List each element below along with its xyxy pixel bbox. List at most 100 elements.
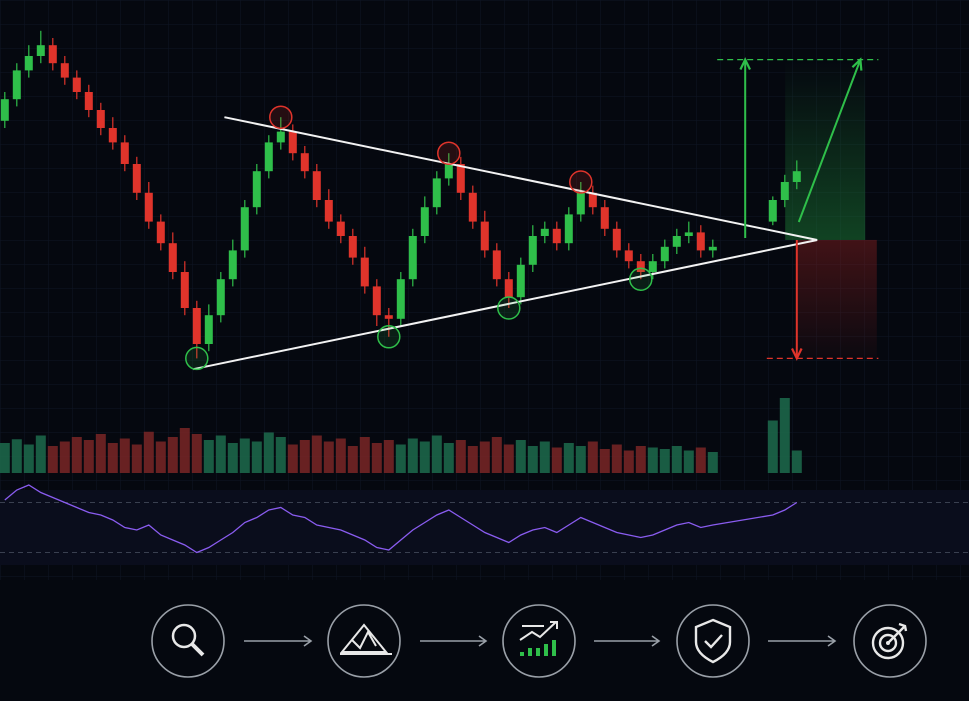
volume-bar: [275, 437, 286, 473]
candle-body: [84, 92, 93, 110]
volume-bar: [191, 434, 202, 473]
candle-body: [432, 178, 441, 208]
candle-body: [324, 200, 333, 222]
candle-body: [612, 228, 621, 251]
candle-body: [204, 315, 213, 344]
candle-body: [684, 232, 693, 236]
candle-body: [180, 272, 189, 308]
candle-body: [36, 45, 45, 56]
volume-bar: [611, 444, 622, 473]
candle-body: [468, 192, 477, 222]
volume-bar: [695, 447, 706, 473]
candle-body: [348, 236, 357, 258]
candle-body: [792, 171, 801, 182]
candle-body: [456, 164, 465, 193]
candle-body: [648, 261, 657, 272]
candle-body: [12, 70, 21, 100]
candle-body: [408, 236, 417, 280]
candle-body: [156, 221, 165, 244]
volume-bar: [467, 446, 478, 473]
volume-bar: [443, 443, 454, 473]
process-icons: [151, 604, 927, 678]
volume-bar: [767, 420, 778, 473]
candle-body: [588, 192, 597, 208]
candle-body: [516, 264, 525, 298]
volume-bar: [0, 443, 10, 473]
volume-bar: [395, 444, 406, 473]
volume-bar: [143, 431, 154, 473]
candle-body: [768, 200, 777, 222]
candle-body: [96, 110, 105, 128]
volume-bar: [647, 447, 658, 473]
candle-body: [540, 228, 549, 236]
volume-bar: [539, 441, 550, 473]
volume-bar: [383, 440, 394, 473]
candle-body: [480, 221, 489, 251]
volume-bar: [479, 441, 490, 473]
candle-body: [144, 192, 153, 222]
candle-body: [564, 214, 573, 244]
volume-bar: [599, 449, 610, 473]
pivot-high: [437, 141, 461, 165]
volume-bar: [251, 441, 262, 473]
candle-body: [396, 279, 405, 319]
volume-bar: [491, 437, 502, 473]
volume-bar: [227, 443, 238, 473]
candle-body: [372, 286, 381, 316]
volume-bar: [35, 435, 46, 473]
candle-body: [672, 236, 681, 247]
volume-bar: [683, 450, 694, 473]
candle-body: [0, 99, 9, 121]
volume-bar: [155, 441, 166, 473]
projection-arrow: [797, 59, 862, 223]
candle-body: [168, 243, 177, 272]
candle-body: [276, 131, 285, 143]
volume-bar: [59, 441, 70, 473]
rsi-line: [4, 484, 798, 554]
candle-body: [624, 250, 633, 262]
volume-bar: [323, 441, 334, 473]
candle-body: [48, 45, 57, 64]
candle-body: [384, 315, 393, 319]
candle-body: [120, 142, 129, 164]
volume-bar: [671, 446, 682, 473]
volume-bar: [779, 398, 790, 473]
volume-bar: [707, 452, 718, 473]
volume-bar: [299, 440, 310, 473]
candle-body: [492, 250, 501, 280]
volume-bar: [791, 450, 802, 473]
pivot-low: [185, 346, 209, 371]
candle-body: [252, 171, 261, 208]
volume-bar: [587, 441, 598, 473]
candle-body: [336, 221, 345, 236]
volume-bar: [131, 444, 142, 473]
pivot-low: [377, 325, 401, 349]
volume-bar: [23, 444, 34, 473]
volume-bar: [311, 435, 322, 473]
volume-bar: [347, 446, 358, 473]
volume-bar: [107, 443, 118, 473]
volume-bar: [203, 440, 214, 473]
candle-body: [192, 308, 201, 344]
candle-body: [444, 164, 453, 179]
candle-body: [228, 250, 237, 280]
volume-bar: [71, 437, 82, 473]
candle-body: [600, 207, 609, 229]
trendline: [192, 238, 818, 371]
candle-body: [576, 192, 585, 215]
volume-bar: [527, 446, 538, 473]
measure-down-arrow-head: [791, 348, 803, 361]
volume-bar: [623, 450, 634, 473]
volume-bar: [407, 438, 418, 473]
plot: [0, 30, 969, 554]
candle-body: [132, 164, 141, 193]
volume-bar: [215, 435, 226, 473]
candle-body: [216, 279, 225, 316]
volume-bar: [503, 444, 514, 473]
trendline: [224, 116, 818, 241]
volume-bar: [239, 438, 250, 473]
candle-body: [420, 207, 429, 236]
volume-bar: [167, 437, 178, 473]
